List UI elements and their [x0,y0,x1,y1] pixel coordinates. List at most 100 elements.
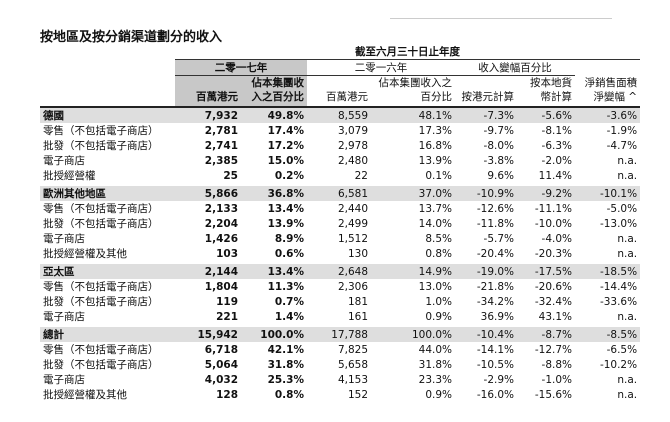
cell: 4,032 [204,373,238,386]
cell: -11.8% [476,217,514,230]
row: 批發（不包括電子商店） 2,741 17.2% 2,978 16.8% -8.0% -6.3… [40,138,640,153]
section-row: 亞太區 2,144 13.4% 2,648 14.9% -19.0% -17.5% -18.5… [40,261,641,279]
cell: n.a. [617,373,638,386]
cell: -21.8% [476,280,514,293]
cell: 2,978 [337,139,368,152]
cell: -2.9% [483,373,514,386]
cell: -3.6% [575,107,641,123]
cell: 0.9% [425,310,452,323]
cell: -14.1% [476,343,514,356]
cell: -9.2% [517,183,575,201]
row: 零售（不包括電子商店） 2,133 13.4% 2,440 13.7% -12.6% -11… [40,201,640,216]
title: 按地區及按分銷渠道劃分的收入 [40,30,223,45]
cell: -10.0% [534,217,572,230]
row-label: 零售（不包括電子商店） [43,343,159,356]
cell: n.a. [617,154,638,167]
head-row: 二零一七年 二零一六年 收入變幅百分比 [40,59,640,76]
cell: 49.8% [241,107,307,123]
row-label: 批發（不包括電子商店） [43,358,159,371]
cell: -32.4% [534,295,572,308]
row: 批發（不包括電子商店） 5,064 31.8% 5,658 31.8% -10.5% -8.… [40,357,640,372]
cell: 15.0% [267,154,304,167]
cell: 2,648 [307,261,371,279]
row-label: 批授經營權 [43,169,96,182]
year-header: 二零一六年 [307,59,455,76]
row: 零售（不包括電子商店） 2,781 17.4% 3,079 17.3% -9.7% -8.1… [40,123,640,138]
cell: 13.9% [418,154,452,167]
cell: 1,512 [337,232,368,245]
year-header: 二零一七年 [175,59,307,76]
cell: -12.7% [534,343,572,356]
cell: -20.6% [534,280,572,293]
cell: 31.8% [418,358,452,371]
cell: 8,559 [307,107,371,123]
row-label: 歐洲其他地區 [40,183,175,201]
cell: -10.9% [455,183,517,201]
cell: 13.9% [267,217,304,230]
cell: 5,866 [175,183,241,201]
revenue-table: 截至六月三十日止年度 二零一七年 二零一六年 收入變幅百分比 百萬港元 佔本集團收… [40,44,641,402]
cell: 100.0% [241,324,307,342]
column-header: 佔本集團收入之百分比 [241,75,307,108]
cell: 31.8% [267,358,304,371]
cell: n.a. [617,247,638,260]
row: 零售（不包括電子商店） 6,718 42.1% 7,825 44.0% -14.1% -12… [40,342,640,357]
row-label: 電子商店 [43,373,85,386]
table-head: 截至六月三十日止年度 二零一七年 二零一六年 收入變幅百分比 百萬港元 佔本集團收… [40,44,641,108]
cell: -12.6% [476,202,514,215]
row-label: 德國 [40,107,175,123]
cell: 15,942 [175,324,241,342]
cell: 4,153 [337,373,368,386]
cell: 103 [216,247,238,260]
cell: -18.5% [575,261,641,279]
row-label: 批發（不包括電子商店） [43,295,159,308]
cell: 17.4% [267,124,304,137]
cell: 1.4% [274,310,304,323]
cell: 1.0% [425,295,452,308]
column-header: 百萬港元 [175,75,241,108]
section-row: 歐洲其他地區 5,866 36.8% 6,581 37.0% -10.9% -9.2% -10… [40,183,641,201]
cell: 2,781 [204,124,238,137]
period-header: 截至六月三十日止年度 [175,44,641,60]
cell: 152 [347,388,368,401]
column-header: 按本地貨幣計算 [517,75,575,108]
cell: 100.0% [371,324,455,342]
cell: 2,204 [204,217,238,230]
cell: 0.2% [274,169,304,182]
cell: 36.9% [480,310,514,323]
cell: -10.5% [476,358,514,371]
cell: 128 [216,388,238,401]
cell: -14.4% [599,280,638,293]
cell: -8.5% [575,324,641,342]
cell: -4.0% [541,232,572,245]
cell: 0.8% [425,247,452,260]
row: 批授經營權及其他 103 0.6% 130 0.8% -20.4% -20.3% n.a. [40,246,640,263]
cell: 7,825 [337,343,368,356]
change-header: 收入變幅百分比 [455,59,575,76]
row: 批授經營權及其他 128 0.8% 152 0.9% -16.0% -15.6% n.a. [40,387,640,402]
row-label: 零售（不包括電子商店） [43,280,159,293]
cell: -10.1% [575,183,641,201]
rule [390,18,612,19]
cell: 14.9% [371,261,455,279]
cell: 25 [223,169,238,182]
cell: n.a. [617,310,638,323]
blank [40,75,175,108]
cell: 0.6% [274,247,304,260]
cell: -4.7% [606,139,638,152]
row: 批發（不包括電子商店） 2,204 13.9% 2,499 14.0% -11.8% -10… [40,216,640,231]
row-label: 亞太區 [40,261,175,279]
cell: -1.0% [541,373,572,386]
row-label: 電子商店 [43,154,85,167]
cell: 2,144 [175,261,241,279]
cell: 6,581 [307,183,371,201]
cell: 14.0% [418,217,452,230]
cell: 8.9% [274,232,304,245]
cell: 13.4% [241,261,307,279]
cell: 7,932 [175,107,241,123]
cell: -33.6% [599,295,638,308]
row-label: 電子商店 [43,232,85,245]
blank [40,44,175,60]
row: 電子商店 1,426 8.9% 1,512 8.5% -5.7% -4.0% n.a. [40,231,640,246]
